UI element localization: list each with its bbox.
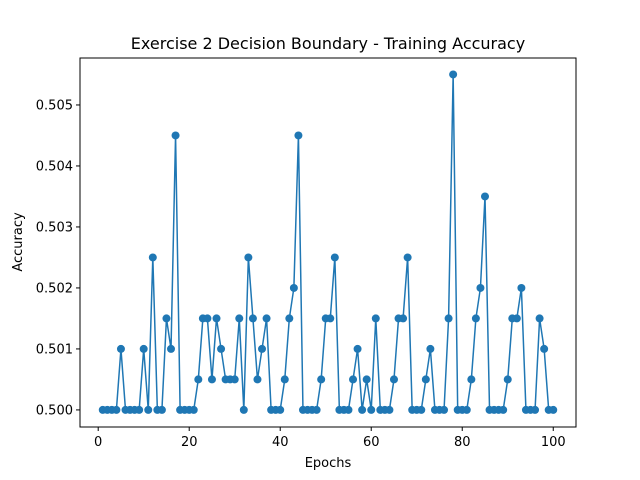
data-point [326, 314, 335, 323]
data-point [421, 375, 430, 384]
data-point [148, 253, 157, 262]
data-point [285, 314, 294, 323]
y-axis-ticks: 0.500 0.501 0.502 0.503 0.504 0.505 [36, 98, 80, 418]
x-tick-label: 0 [94, 435, 102, 450]
axes-frame [79, 57, 577, 428]
data-point [171, 131, 180, 140]
data-point [144, 405, 153, 414]
data-point [367, 405, 376, 414]
y-tick-label: 0.505 [36, 98, 73, 113]
x-tick-label: 100 [541, 435, 566, 450]
series-group [98, 70, 558, 414]
x-tick-label: 80 [454, 435, 471, 450]
data-point [116, 344, 125, 353]
data-point [276, 405, 285, 414]
data-point [462, 405, 471, 414]
data-point [203, 314, 212, 323]
data-point [549, 405, 558, 414]
x-tick-label: 40 [272, 435, 289, 450]
data-point [294, 131, 303, 140]
x-tick-label: 20 [181, 435, 198, 450]
y-tick-label: 0.500 [36, 403, 73, 418]
data-point [194, 375, 203, 384]
data-point [253, 375, 262, 384]
data-point [503, 375, 512, 384]
data-point [540, 344, 549, 353]
data-point [139, 344, 148, 353]
data-point [517, 283, 526, 292]
chart-title: Exercise 2 Decision Boundary - Training … [131, 34, 525, 53]
data-point [467, 375, 476, 384]
x-axis-ticks: 0 20 40 60 80 100 [94, 427, 566, 450]
data-point [207, 375, 216, 384]
x-tick-label: 60 [363, 435, 380, 450]
data-point [289, 283, 298, 292]
data-point [312, 405, 321, 414]
data-point [480, 192, 489, 201]
data-point [235, 314, 244, 323]
data-point [358, 405, 367, 414]
data-point [426, 344, 435, 353]
data-point [371, 314, 380, 323]
data-point [449, 70, 458, 79]
data-point [344, 405, 353, 414]
data-point [362, 375, 371, 384]
data-point [330, 253, 339, 262]
data-point [189, 405, 198, 414]
data-point [239, 405, 248, 414]
data-point [258, 344, 267, 353]
y-axis-label: Accuracy [11, 212, 26, 272]
data-point [162, 314, 171, 323]
data-point [389, 375, 398, 384]
plot-area [79, 57, 577, 428]
y-tick-label: 0.502 [36, 281, 73, 296]
data-point [512, 314, 521, 323]
data-point [353, 344, 362, 353]
data-point [531, 405, 540, 414]
data-point [349, 375, 358, 384]
y-tick-label: 0.501 [36, 342, 73, 357]
data-point [471, 314, 480, 323]
data-point [244, 253, 253, 262]
data-point [444, 314, 453, 323]
data-point [217, 344, 226, 353]
data-point [135, 405, 144, 414]
data-point [317, 375, 326, 384]
data-point [403, 253, 412, 262]
data-point [535, 314, 544, 323]
data-point [248, 314, 257, 323]
data-point [112, 405, 121, 414]
data-point [157, 405, 166, 414]
data-point [212, 314, 221, 323]
data-point [499, 405, 508, 414]
y-tick-label: 0.504 [36, 159, 73, 174]
data-point [167, 344, 176, 353]
data-point [262, 314, 271, 323]
data-point [230, 375, 239, 384]
data-point [385, 405, 394, 414]
data-point [476, 283, 485, 292]
data-point [417, 405, 426, 414]
y-tick-label: 0.503 [36, 220, 73, 235]
data-point [280, 375, 289, 384]
data-point [399, 314, 408, 323]
data-point [440, 405, 449, 414]
x-axis-label: Epochs [305, 456, 352, 471]
